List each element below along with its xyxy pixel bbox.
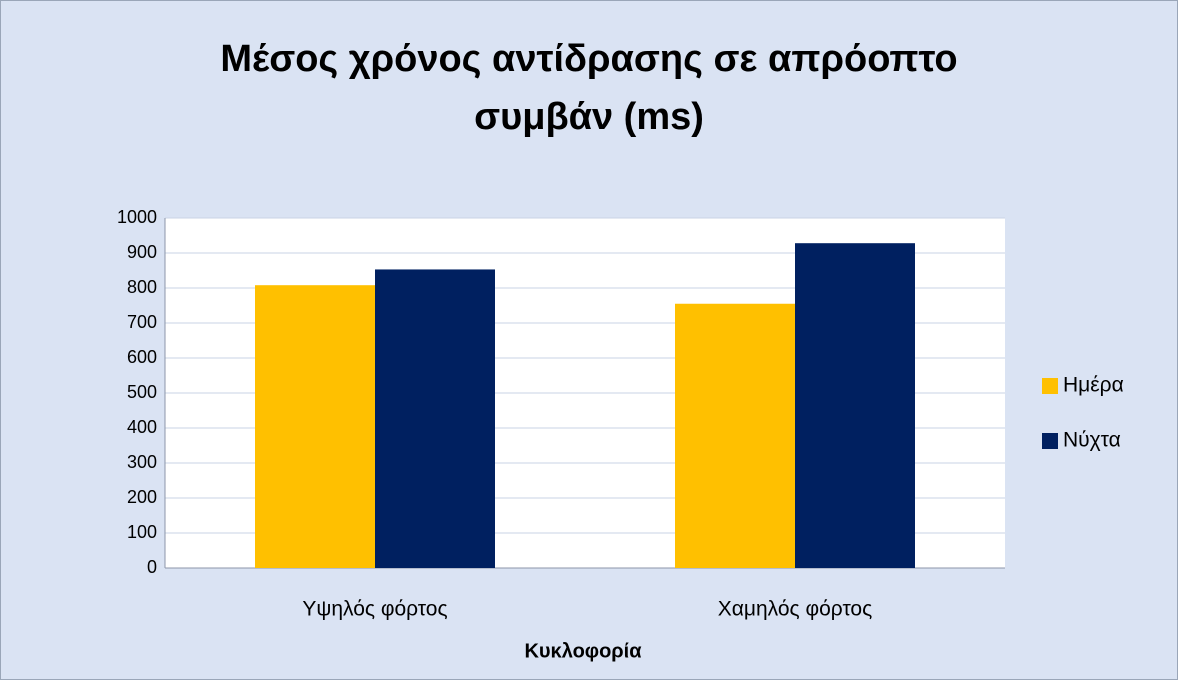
y-tick-label: 100 (127, 522, 157, 542)
y-tick-label: 500 (127, 382, 157, 402)
y-tick-label: 600 (127, 347, 157, 367)
legend-label: Νύχτα (1063, 429, 1121, 452)
y-tick-label: 0 (147, 557, 157, 577)
y-tick-label: 800 (127, 277, 157, 297)
legend-swatch (1042, 433, 1058, 449)
bar (795, 243, 915, 568)
bar (675, 303, 795, 568)
y-tick-label: 300 (127, 452, 157, 472)
legend-label: Ημέρα (1063, 374, 1124, 397)
legend-swatch (1042, 378, 1058, 394)
bar (255, 285, 375, 568)
chart-title: Μέσος χρόνος αντίδρασης σε απρόοπτο συμβ… (220, 38, 958, 138)
x-tick-label: Υψηλός φόρτος (302, 598, 447, 621)
y-tick-label: 200 (127, 487, 157, 507)
y-tick-label: 1000 (117, 207, 157, 227)
x-axis-label: Κυκλοφορία (524, 640, 642, 662)
x-tick-label: Χαμηλός φόρτος (718, 598, 873, 621)
y-tick-label: 400 (127, 417, 157, 437)
y-tick-label: 900 (127, 242, 157, 262)
bar (375, 269, 495, 568)
y-tick-label: 700 (127, 312, 157, 332)
